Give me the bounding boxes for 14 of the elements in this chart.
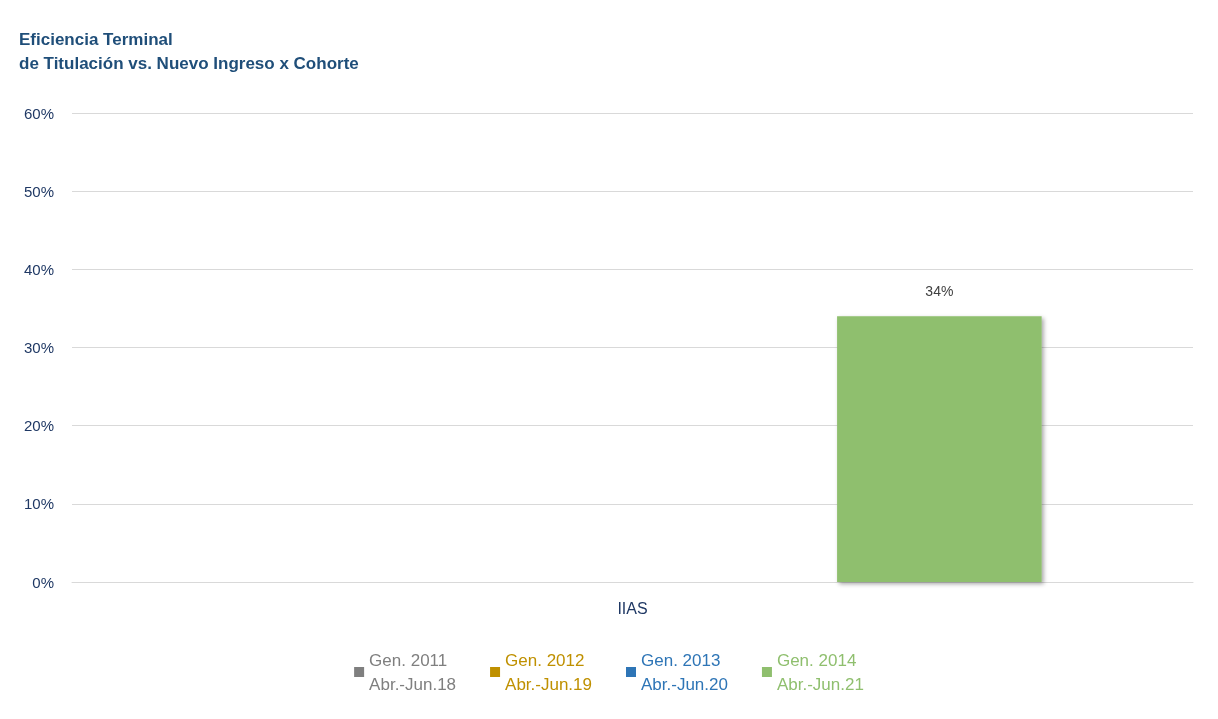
legend-label: Gen. 2014 Abr.-Jun.21 <box>776 650 864 694</box>
y-tick-label: 20% <box>23 417 54 435</box>
y-tick-label: 30% <box>23 339 54 356</box>
x-tick-label: IIAS <box>617 599 648 617</box>
legend-label: Gen. 2011 Abr.-Jun.18 <box>369 650 457 694</box>
legend-label: Gen. 2013 Abr.-Jun.20 <box>641 650 728 694</box>
y-tick-label: 60% <box>23 104 54 122</box>
y-tick-label: 40% <box>23 260 54 278</box>
chart-title: Eficiencia Terminal de Titulación vs. Nuevo Ingreso x Cohorte <box>19 29 359 73</box>
y-tick-label: 10% <box>23 495 54 513</box>
y-tick-label: 0% <box>32 573 54 591</box>
y-tick-label: 50% <box>23 182 54 200</box>
data-label: 34% <box>925 283 954 300</box>
legend-label: Gen. 2012 Abr.-Jun.19 <box>505 650 593 694</box>
